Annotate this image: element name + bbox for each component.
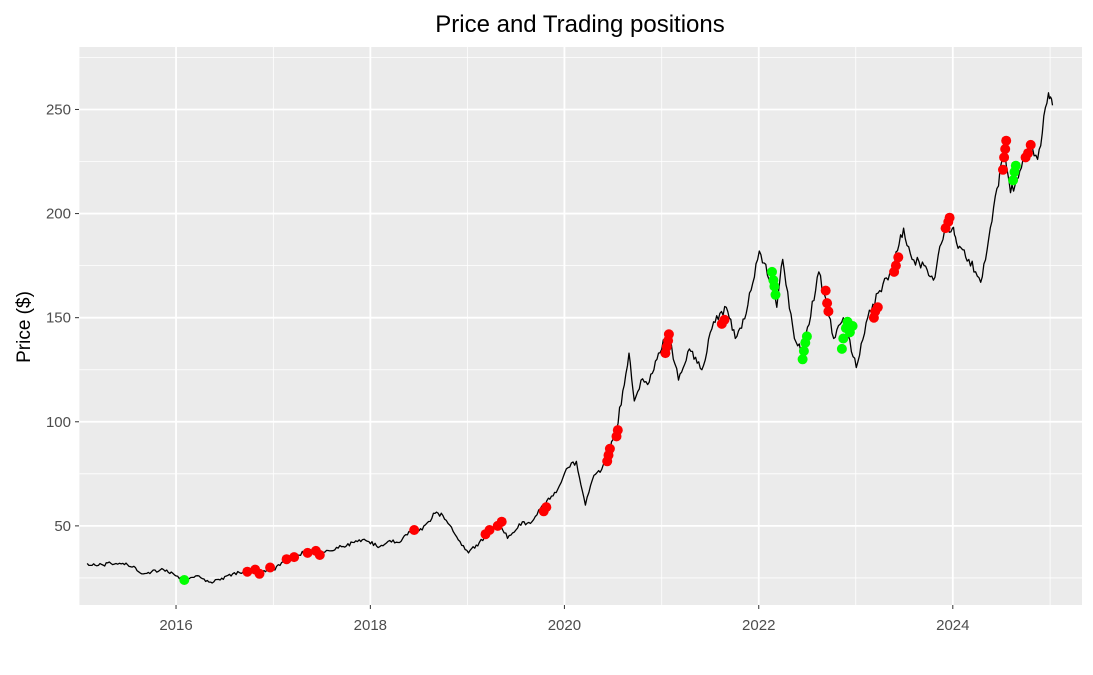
red-position-point <box>496 516 507 527</box>
red-position-point <box>1000 144 1011 154</box>
red-position-point <box>254 568 265 579</box>
x-tick-label: 2024 <box>936 617 969 634</box>
plot-panel <box>79 47 1082 605</box>
y-tick-label: 150 <box>46 310 71 327</box>
x-tick-label: 2020 <box>548 617 581 634</box>
red-position-point <box>289 552 300 563</box>
series-layer <box>86 92 1054 585</box>
red-position-point <box>242 566 253 577</box>
minor-gridlines <box>78 47 1082 605</box>
green-position-point <box>801 331 812 342</box>
red-position-point <box>822 298 833 309</box>
red-position-point <box>872 302 883 313</box>
y-tick-label: 100 <box>46 414 71 431</box>
y-tick-label: 250 <box>46 101 71 118</box>
red-position-point <box>314 550 325 560</box>
red-position-point <box>999 152 1010 163</box>
red-position-point <box>1001 135 1012 146</box>
red-position-point <box>663 329 674 340</box>
red-position-point <box>281 554 292 565</box>
red-position-point <box>820 285 831 296</box>
y-tick-label: 200 <box>46 206 71 223</box>
red-position-point <box>484 525 495 535</box>
x-tick-label: 2022 <box>742 617 775 634</box>
red-position-point <box>302 547 313 558</box>
red-position-point <box>541 502 552 513</box>
red-position-point <box>1023 148 1033 159</box>
red-position-point <box>604 443 615 454</box>
green-position-point <box>1010 160 1021 171</box>
red-position-point <box>823 306 834 317</box>
green-position-point <box>798 346 809 356</box>
red-position-point <box>265 562 276 573</box>
red-position-point <box>893 252 904 263</box>
red-position-point <box>944 212 955 223</box>
red-position-point <box>612 425 623 436</box>
green-position-point <box>797 354 808 365</box>
x-tick-label: 2016 <box>159 617 192 634</box>
green-position-point <box>769 281 780 292</box>
red-position-point <box>409 525 420 535</box>
red-position-point <box>1025 139 1036 150</box>
green-position-point <box>770 289 781 300</box>
x-tick-label: 2018 <box>354 617 387 634</box>
major-gridlines <box>79 47 1082 605</box>
red-position-point <box>719 314 730 325</box>
green-position-point <box>179 575 190 585</box>
green-position-point <box>838 333 849 344</box>
green-position-point <box>836 343 847 354</box>
green-position-point <box>847 321 858 331</box>
green-position-point <box>767 266 777 277</box>
y-axis-title: Price ($) <box>14 291 35 363</box>
red-position-point <box>890 260 901 271</box>
green-position-point <box>1008 175 1019 186</box>
y-tick-label: 50 <box>54 518 71 535</box>
chart-title: Price and Trading positions <box>435 11 725 38</box>
axes: 50 100 150 200 250 2016 2018 2020 2022 2024 <box>46 101 970 634</box>
red-position-point <box>998 164 1008 175</box>
